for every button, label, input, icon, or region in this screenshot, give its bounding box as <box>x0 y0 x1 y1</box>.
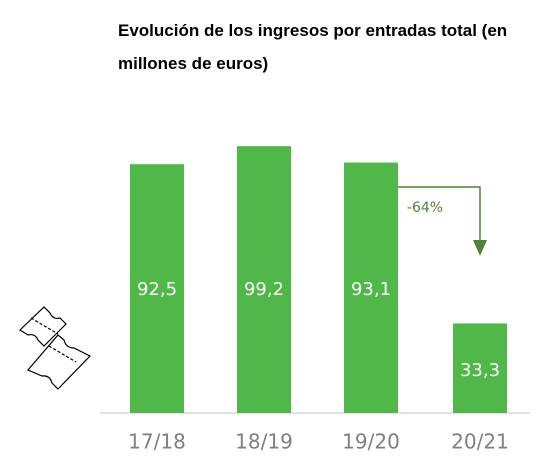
x-tick-label: 18/19 <box>235 430 293 454</box>
chart-title: Evolución de los ingresos por entradas t… <box>118 21 508 73</box>
arrow-head <box>473 240 487 256</box>
x-tick-label: 19/20 <box>342 430 400 454</box>
x-tick-label: 17/18 <box>128 430 186 454</box>
value-label: 99,2 <box>244 279 284 300</box>
bar <box>344 162 398 413</box>
bar <box>453 323 507 413</box>
x-tick-label: 20/21 <box>451 430 509 454</box>
ticket-icon <box>19 306 92 390</box>
bar <box>237 146 291 414</box>
value-label: 92,5 <box>137 279 177 300</box>
value-label: 33,3 <box>460 360 500 381</box>
bar <box>130 164 184 413</box>
annotation: -64% <box>407 200 443 216</box>
value-label: 93,1 <box>351 279 391 300</box>
